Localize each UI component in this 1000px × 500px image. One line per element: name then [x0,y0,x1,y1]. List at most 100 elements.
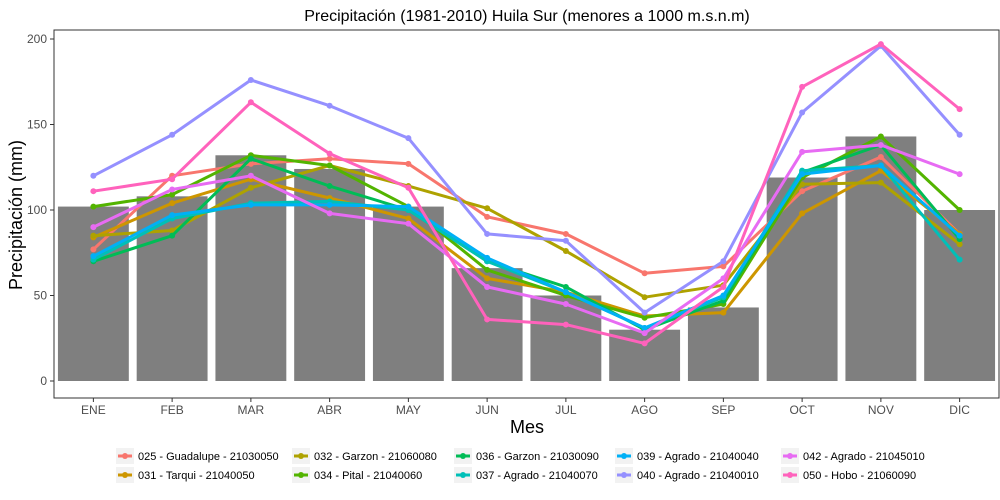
y-tick-label-150: 150 [27,118,47,132]
legend-label-0: 025 - Guadalupe - 21030050 [138,451,279,463]
legend-label-5: 037 - Agrado - 21040070 [476,470,598,482]
series-point-0-9 [799,188,806,195]
y-tick-label-100: 100 [27,203,47,217]
series-line-7 [91,44,962,315]
legend-label-3: 034 - Pital - 21040060 [314,470,422,482]
series-point-2-7 [641,294,648,301]
series-point-6-7 [641,324,648,331]
series-point-0-10 [877,153,884,160]
plot-area: 0 50 100 150 200 ENE FEB MAR ABR MAY JUN JUL AGO SEP O… [27,29,1000,417]
series-point-9-3 [326,150,333,157]
series-point-7-7 [641,309,648,316]
series-point-2-6 [562,248,569,255]
x-tick-label-jul: JUL [555,403,577,417]
series-point-0-8 [720,263,727,270]
series-point-6-10 [877,162,884,169]
series-point-4-1 [169,232,176,239]
series-point-6-4 [405,203,412,210]
series-line-8 [91,143,962,335]
plot-frame [53,29,1000,399]
series-point-9-8 [720,283,727,290]
x-tick-label-oct: OCT [789,403,815,417]
series-point-7-4 [405,135,412,142]
series-point-3-11 [956,207,963,213]
legend-label-6: 039 - Agrado - 21040040 [637,451,759,463]
legend-label-1: 031 - Tarqui - 21040050 [138,470,255,482]
bar-jul [530,295,602,381]
series-point-1-4 [405,215,412,222]
series-point-8-6 [562,301,569,308]
series-point-1-9 [799,210,806,217]
legend-key-point-2 [298,453,304,459]
series-point-2-2 [247,184,254,191]
legend-label-8: 042 - Agrado - 21045010 [803,451,925,463]
series-point-2-10 [877,179,884,186]
legend-item-1: 031 - Tarqui - 21040050 [116,467,255,483]
legend-item-6: 039 - Agrado - 21040040 [615,448,759,464]
series-point-0-6 [562,230,569,237]
series-point-6-5 [484,254,491,261]
legend-key-point-3 [298,472,304,478]
series-point-8-11 [956,171,963,178]
series-point-7-1 [169,131,176,138]
legend-item-2: 032 - Garzon - 21060080 [292,448,437,464]
legend-item-5: 037 - Agrado - 21040070 [454,467,598,483]
series-point-3-7 [641,314,648,321]
x-tick-label-sep: SEP [711,403,735,417]
series-point-8-5 [484,283,491,290]
series-point-3-3 [326,162,333,169]
series-point-3-1 [169,191,176,198]
x-tick-label-dic: DIC [949,403,970,417]
series-point-9-10 [877,41,884,48]
series-point-8-4 [405,220,412,227]
series-point-3-5 [484,266,491,273]
legend-item-8: 042 - Agrado - 21045010 [781,448,925,464]
series-point-8-9 [799,148,806,155]
series-point-1-8 [720,309,727,316]
x-axis-title: Mes [510,417,544,437]
series-point-7-8 [720,258,727,265]
y-tick-label-200: 200 [27,32,47,46]
legend-key-point-1 [122,472,128,478]
series-point-8-1 [169,186,176,193]
legend-key-point-7 [621,472,627,478]
chart-title: Precipitación (1981-2010) Huila Sur (men… [304,8,750,25]
series-point-8-10 [877,142,884,149]
series-point-8-3 [326,210,333,217]
series-point-0-2 [247,160,254,167]
series-point-6-1 [169,212,176,219]
series-point-9-6 [562,321,569,328]
series-point-2-9 [799,181,806,188]
series-point-0-0 [90,246,97,253]
legend-key-point-4 [460,453,466,459]
series-point-0-5 [484,213,491,220]
x-tick-label-mar: MAR [238,403,265,417]
series-point-7-0 [90,172,97,179]
bar-may [372,206,444,381]
y-axis-title: Precipitación (mm) [6,140,26,290]
series-point-2-11 [956,241,963,248]
series-point-9-0 [90,188,97,195]
y-tick-label-0: 0 [40,374,47,388]
x-tick-label-feb: FEB [160,403,183,417]
series-line-1 [91,169,962,318]
x-tick-label-ago: AGO [631,403,658,417]
x-tick-label-ene: ENE [81,403,106,417]
bar-mar [215,155,287,381]
series-point-7-11 [956,131,963,138]
series-point-7-6 [562,237,569,244]
series-point-7-9 [799,109,806,116]
legend-label-9: 050 - Hobo - 21060090 [803,470,916,482]
legend-item-9: 050 - Hobo - 21060090 [781,467,916,483]
series-point-6-3 [326,201,333,208]
series-point-0-3 [326,155,333,162]
series-point-7-2 [247,77,254,84]
series-point-8-7 [641,330,648,337]
series-point-4-6 [562,283,569,290]
series-point-6-8 [720,292,727,299]
series-point-6-9 [799,171,806,178]
x-tick-label-nov: NOV [868,403,894,417]
series-line-6 [91,164,962,330]
series-point-1-5 [484,275,491,282]
